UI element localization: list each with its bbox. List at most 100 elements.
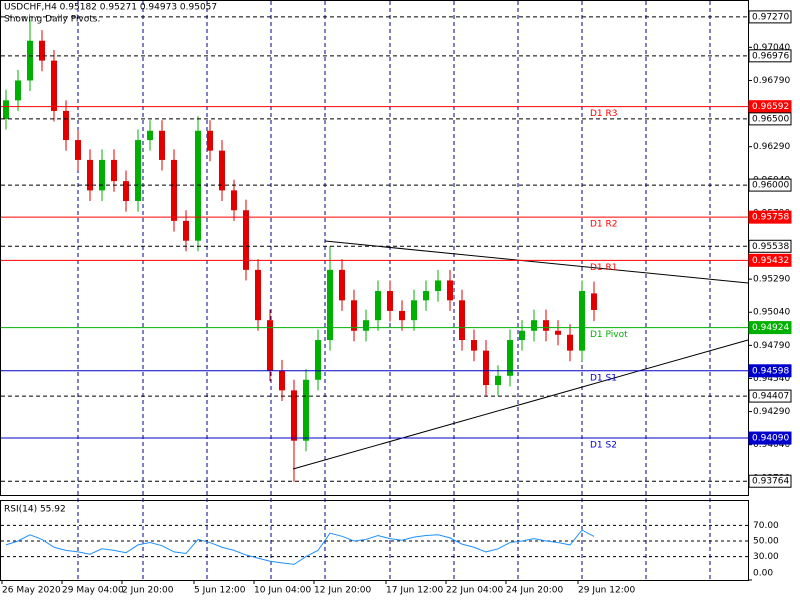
- candle-body: [171, 159, 177, 221]
- candle-body: [267, 320, 273, 371]
- chart-title: USDCHF,H4 0.95182 0.95271 0.94973 0.9505…: [4, 3, 217, 13]
- y-tick-label: 0.94290: [753, 407, 790, 417]
- x-tick-label: 24 Jun 20:00: [506, 586, 563, 596]
- candle-body: [291, 390, 297, 441]
- x-tick-label: 2 Jun 20:00: [122, 586, 174, 596]
- level-name: D1 R1: [590, 263, 618, 273]
- price-label-box: [748, 364, 792, 378]
- price-label: 0.94407: [752, 392, 789, 402]
- candle-body: [411, 300, 417, 321]
- price-label-box: [748, 389, 792, 403]
- x-tick-label: 29 May 04:00: [62, 586, 124, 596]
- y-tick-label: 70.00: [753, 521, 779, 531]
- price-label: 0.96592: [752, 102, 789, 112]
- price-label: 0.94598: [752, 366, 789, 376]
- price-label: 0.95538: [752, 242, 789, 252]
- y-tick-label: 0.95040: [753, 308, 790, 318]
- candle-body: [3, 100, 9, 119]
- candle-body: [483, 350, 489, 386]
- x-tick-label: 17 Jun 12:00: [386, 586, 443, 596]
- price-label-box: [748, 253, 792, 267]
- candle-body: [147, 130, 153, 141]
- candle-body: [459, 300, 465, 341]
- candle-body: [15, 80, 21, 101]
- level-name: D1 R2: [590, 220, 618, 230]
- candle-body: [255, 269, 261, 321]
- price-label-box: [748, 321, 792, 335]
- candle-body: [399, 310, 405, 321]
- candle-body: [219, 150, 225, 191]
- price-label-box: [748, 112, 792, 126]
- candle-body: [231, 190, 237, 211]
- candle-body: [579, 291, 585, 351]
- price-label-box: [748, 239, 792, 253]
- candle-body: [303, 379, 309, 441]
- y-tick-label: 0.94790: [753, 341, 790, 351]
- level-name: D1 R3: [590, 109, 618, 119]
- rsi-title: RSI(14) 55.92: [4, 505, 66, 515]
- x-tick-label: 5 Jun 12:00: [194, 586, 246, 596]
- x-tick-label: 10 Jun 04:00: [254, 586, 311, 596]
- y-tick-label: 30.00: [753, 552, 779, 562]
- price-label-box: [748, 210, 792, 224]
- candle-body: [351, 300, 357, 331]
- candle-body: [363, 320, 369, 331]
- candle-body: [519, 330, 525, 341]
- price-label-box: [748, 49, 792, 63]
- candle-body: [543, 320, 549, 331]
- price-label: 0.94924: [752, 323, 789, 333]
- trendline: [292, 339, 749, 470]
- y-tick-label: 0.00: [753, 569, 773, 579]
- candle-body: [507, 340, 513, 376]
- chart-subtitle: Showing Daily Pivots.: [4, 15, 100, 25]
- level-name: D1 S2: [590, 441, 617, 451]
- price-label-box: [748, 10, 792, 24]
- candle-body: [387, 291, 393, 311]
- candle-body: [555, 330, 561, 335]
- trendline: [324, 240, 749, 284]
- y-tick-label: 50.00: [753, 537, 779, 547]
- price-label: 0.96000: [752, 181, 789, 191]
- price-label-box: [748, 474, 792, 488]
- price-label: 0.96976: [752, 51, 789, 61]
- y-tick-label: 0.96290: [753, 142, 790, 152]
- y-tick-label: 0.94540: [753, 374, 790, 384]
- candle-body: [243, 210, 249, 270]
- candle-body: [339, 269, 345, 301]
- candle-body: [447, 280, 453, 301]
- candle-body: [51, 60, 57, 111]
- price-label-box: [748, 178, 792, 192]
- x-tick-label: 29 Jun 12:00: [578, 586, 635, 596]
- candle-body: [159, 130, 165, 160]
- candle-body: [423, 291, 429, 301]
- price-panel: [0, 0, 749, 496]
- candle-body: [99, 159, 105, 191]
- price-label: 0.94090: [752, 434, 789, 444]
- candle-body: [279, 370, 285, 391]
- candle-body: [123, 181, 129, 201]
- candle-body: [591, 293, 597, 310]
- y-tick-label: 0.95290: [753, 275, 790, 285]
- x-tick-label: 26 May 2020: [2, 586, 61, 596]
- y-tick-label: 0.94040: [753, 440, 790, 450]
- price-label: 0.95432: [752, 256, 789, 266]
- candle-body: [495, 375, 501, 386]
- price-label: 0.97270: [752, 12, 789, 22]
- candle-body: [87, 159, 93, 191]
- y-tick-label: 0.96790: [753, 76, 790, 86]
- candle-body: [207, 130, 213, 151]
- candle-body: [111, 159, 117, 182]
- price-label: 0.95758: [752, 213, 789, 223]
- rsi-line: [5, 529, 595, 565]
- level-name: D1 Pivot: [590, 330, 628, 340]
- candle-body: [327, 269, 333, 341]
- price-label: 0.96500: [752, 114, 789, 124]
- candle-body: [135, 140, 141, 201]
- price-label: 0.93764: [752, 477, 789, 487]
- candle-body: [39, 40, 45, 61]
- candle-body: [315, 340, 321, 380]
- candle-body: [195, 130, 201, 241]
- candle-body: [567, 334, 573, 351]
- candle-body: [531, 320, 537, 331]
